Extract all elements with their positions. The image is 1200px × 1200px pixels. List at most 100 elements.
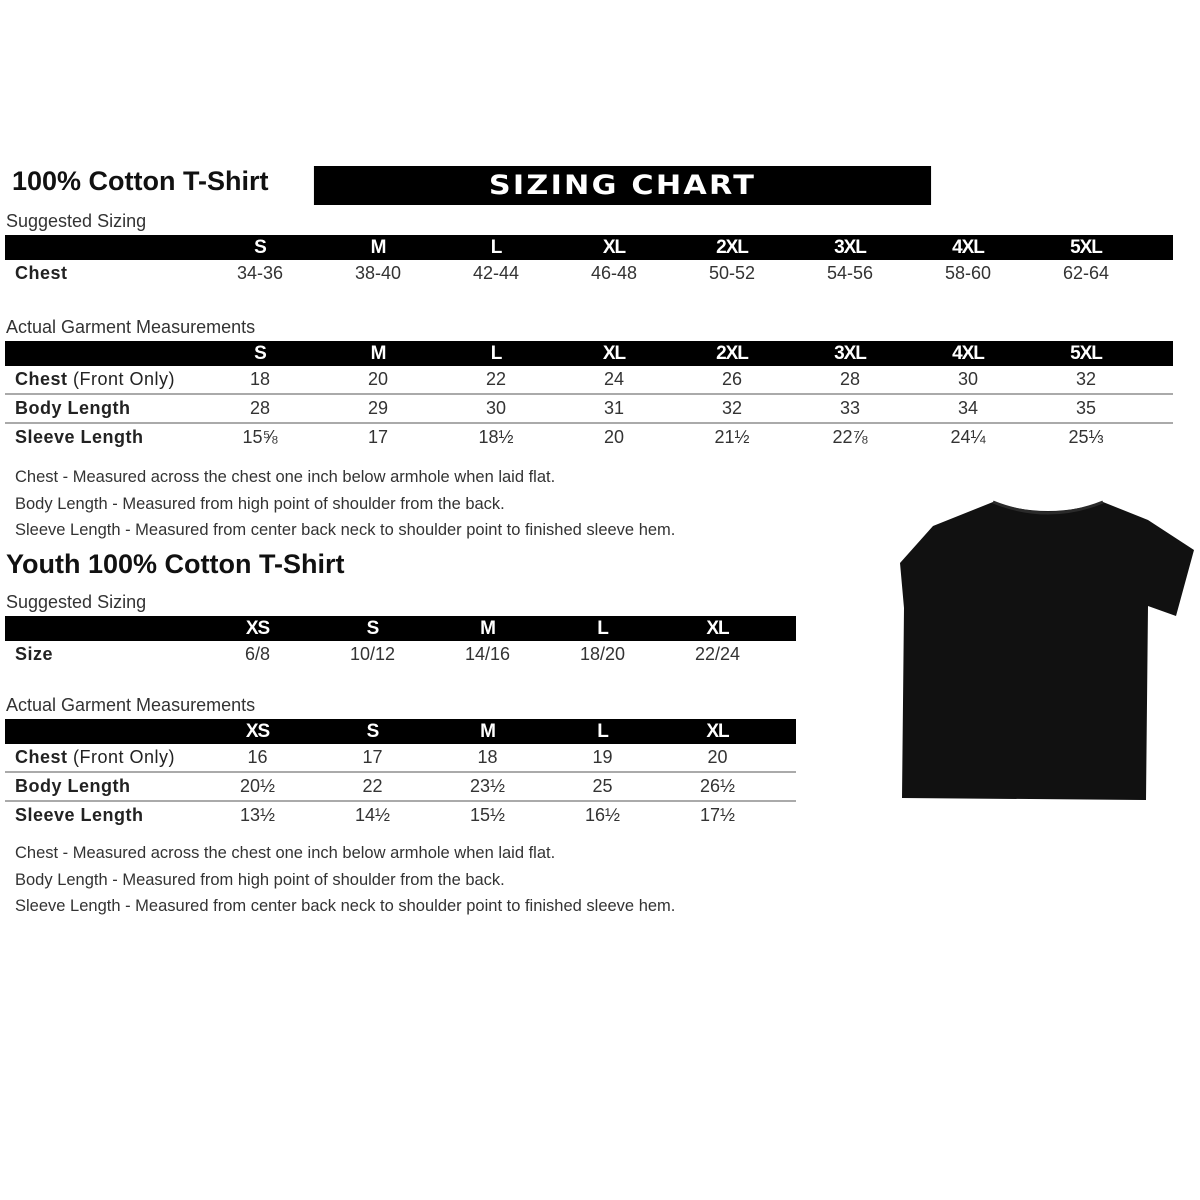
- adult-actual-label: Actual Garment Measurements: [6, 317, 256, 337]
- table-cell: 30: [909, 366, 1027, 395]
- adult-suggested-table: S M L XL 2XL 3XL 4XL 5XL Chest 34-36 38-40 42-44 46-…: [5, 235, 1173, 287]
- table-cell: 28: [201, 394, 319, 424]
- table-cell: 14/16: [464, 644, 511, 664]
- table-cell: 17: [367, 427, 389, 447]
- size-header: XL: [555, 341, 673, 366]
- row-label: Body Length: [5, 772, 200, 802]
- table-row: Body Length 28 29 30 31 32 33 34 35: [5, 394, 1173, 424]
- size-header: L: [437, 341, 555, 366]
- size-header: XS: [200, 616, 315, 641]
- table-cell: 26½: [660, 772, 775, 802]
- table-cell: 33: [791, 394, 909, 424]
- table-row: Size 6/8 10/12 14/16 18/20 22/24: [5, 641, 796, 668]
- table-cell: 15⅝: [242, 427, 278, 447]
- table-cell: 24¼: [950, 427, 986, 447]
- size-header: XS: [200, 719, 315, 744]
- table-cell: 34: [909, 394, 1027, 424]
- note-line: Sleeve Length - Measured from center bac…: [15, 521, 676, 539]
- youth-title: Youth 100% Cotton T-Shirt: [6, 549, 345, 579]
- youth-suggested-table: XS S M L XL Size 6/8 10/12 14/16 18/20 22/24: [5, 616, 796, 668]
- size-header: 5XL: [1027, 235, 1145, 260]
- table-cell: 6/8: [244, 644, 271, 664]
- table-cell: 23½: [430, 772, 545, 802]
- row-label: Sleeve Length: [15, 805, 144, 825]
- table-cell: 21½: [714, 427, 750, 447]
- size-header: M: [319, 235, 437, 260]
- size-header: 3XL: [791, 235, 909, 260]
- table-cell: 31: [555, 394, 673, 424]
- youth-actual-label: Actual Garment Measurements: [6, 695, 256, 715]
- table-row: Chest (Front Only) 16 17 18 19 20: [5, 744, 796, 773]
- table-row: Sleeve Length 15⅝ 17 18½ 20 21½ 22⅞ 24¼ 25⅓: [5, 423, 1173, 451]
- size-header: S: [201, 235, 319, 260]
- table-cell: 28: [791, 366, 909, 395]
- table-cell: 22: [315, 772, 430, 802]
- black-tshirt-icon: [900, 500, 1194, 800]
- table-cell: 20: [603, 427, 625, 447]
- table-cell: 18/20: [579, 644, 626, 664]
- table-cell: 50-52: [708, 263, 756, 283]
- table-cell: 22⅞: [832, 427, 868, 447]
- table-cell: 13½: [239, 805, 276, 825]
- table-cell: 22/24: [694, 644, 741, 664]
- table-cell: 15½: [469, 805, 506, 825]
- size-header: 2XL: [673, 235, 791, 260]
- sizing-chart-banner: SIZING CHART: [313, 166, 932, 205]
- table-row: Body Length 20½ 22 23½ 25 26½: [5, 772, 796, 802]
- table-cell: 22: [437, 366, 555, 395]
- table-cell: 18: [201, 366, 319, 395]
- table-cell: 16½: [584, 805, 621, 825]
- size-header: M: [319, 341, 437, 366]
- size-header-row: XS S M L XL: [5, 616, 796, 641]
- size-header: L: [545, 719, 660, 744]
- size-header: 4XL: [909, 341, 1027, 366]
- table-cell: 25⅓: [1068, 427, 1104, 447]
- note-line: Body Length - Measured from high point o…: [15, 494, 505, 513]
- table-cell: 35: [1027, 394, 1145, 424]
- table-cell: 25: [545, 772, 660, 802]
- youth-suggested-label: Suggested Sizing: [6, 592, 147, 612]
- adult-notes: Chest - Measured across the chest one in…: [15, 464, 675, 544]
- row-label: Sleeve Length: [15, 427, 144, 447]
- table-cell: 17: [315, 744, 430, 773]
- table-cell: 18½: [478, 427, 514, 447]
- table-cell: 38-40: [354, 263, 402, 283]
- table-cell: 10/12: [349, 644, 396, 664]
- note-line: Body Length - Measured from high point o…: [15, 870, 505, 889]
- table-cell: 20: [660, 744, 775, 773]
- size-header: XL: [660, 719, 775, 744]
- table-cell: 26: [673, 366, 791, 395]
- table-cell: 18: [430, 744, 545, 773]
- table-cell: 24: [555, 366, 673, 395]
- note-line: Chest - Measured across the chest one in…: [15, 844, 556, 862]
- table-cell: 32: [1027, 366, 1145, 395]
- table-row: Chest 34-36 38-40 42-44 46-48 50-52 54-56 58-60…: [5, 260, 1173, 287]
- size-header-row: S M L XL 2XL 3XL 4XL 5XL: [5, 341, 1173, 366]
- adult-suggested-label: Suggested Sizing: [6, 211, 147, 231]
- size-header-row: XS S M L XL: [5, 719, 796, 744]
- youth-actual-table: XS S M L XL Chest (Front Only) 16 17 18 19 20 Body …: [5, 719, 796, 829]
- table-cell: 32: [673, 394, 791, 424]
- note-line: Chest - Measured across the chest one in…: [15, 468, 556, 486]
- size-header: S: [201, 341, 319, 366]
- table-cell: 20½: [200, 772, 315, 802]
- size-header-row: S M L XL 2XL 3XL 4XL 5XL: [5, 235, 1173, 260]
- size-header: 5XL: [1027, 341, 1145, 366]
- row-label: Chest (Front Only): [5, 366, 201, 395]
- row-qualifier: (Front Only): [73, 369, 176, 389]
- table-cell: 46-48: [590, 263, 638, 283]
- size-header: L: [545, 616, 660, 641]
- table-cell: 42-44: [472, 263, 520, 283]
- size-header: XL: [660, 616, 775, 641]
- size-header: L: [437, 235, 555, 260]
- youth-notes: Chest - Measured across the chest one in…: [15, 840, 675, 920]
- adult-title: 100% Cotton T-Shirt: [12, 166, 269, 196]
- size-header: 3XL: [791, 341, 909, 366]
- table-cell: 16: [200, 744, 315, 773]
- table-cell: 34-36: [236, 263, 284, 283]
- table-cell: 17½: [699, 805, 736, 825]
- table-cell: 19: [545, 744, 660, 773]
- row-label: Chest: [15, 263, 68, 283]
- table-cell: 54-56: [826, 263, 874, 283]
- size-header: 2XL: [673, 341, 791, 366]
